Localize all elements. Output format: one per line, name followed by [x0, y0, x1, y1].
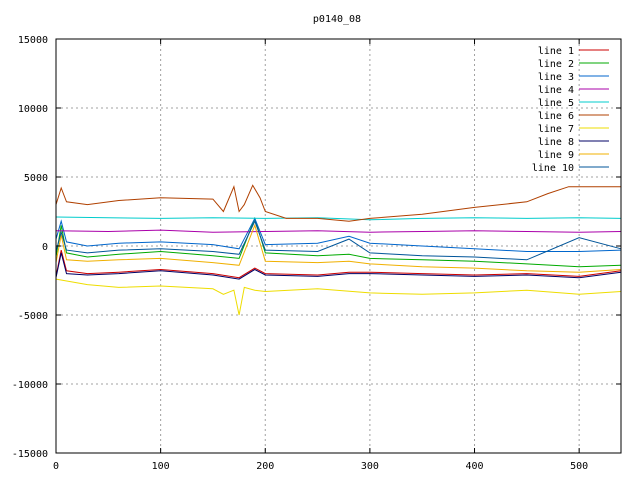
- x-tick-label: 400: [465, 461, 483, 472]
- series-line-3: [55, 217, 622, 252]
- y-tick-label: 5000: [24, 173, 48, 184]
- legend-label: line 10: [532, 163, 574, 174]
- series-line-10: [55, 219, 622, 261]
- y-tick-label: -5000: [18, 311, 48, 322]
- legend-label: line 7: [538, 124, 574, 135]
- legend-label: line 4: [538, 85, 574, 96]
- x-tick-label: 500: [570, 461, 588, 472]
- legend-label: line 3: [538, 72, 574, 83]
- series-line-6: [55, 184, 621, 222]
- legend-label: line 6: [538, 111, 574, 122]
- legend-label: line 2: [538, 59, 574, 70]
- legend-label: line 5: [538, 98, 574, 109]
- series-line-4: [55, 229, 622, 233]
- y-tick-label: -10000: [12, 380, 48, 391]
- chart-title: p0140_08: [313, 14, 361, 25]
- series-line-9: [55, 223, 622, 273]
- y-tick-label: 15000: [18, 35, 48, 46]
- series-line-1: [55, 249, 622, 279]
- x-tick-label: 300: [361, 461, 379, 472]
- x-tick-label: 200: [256, 461, 274, 472]
- y-tick-label: -15000: [12, 449, 48, 460]
- y-tick-label: 10000: [18, 104, 48, 115]
- x-tick-label: 0: [53, 461, 59, 472]
- legend-label: line 8: [538, 137, 574, 148]
- legend-label: line 1: [538, 46, 574, 57]
- y-tick-label: 0: [42, 242, 48, 253]
- legend-label: line 9: [538, 150, 574, 161]
- x-tick-label: 100: [152, 461, 170, 472]
- series-line-5: [55, 216, 622, 221]
- series-line-7: [55, 278, 622, 316]
- series-line-8: [55, 252, 622, 280]
